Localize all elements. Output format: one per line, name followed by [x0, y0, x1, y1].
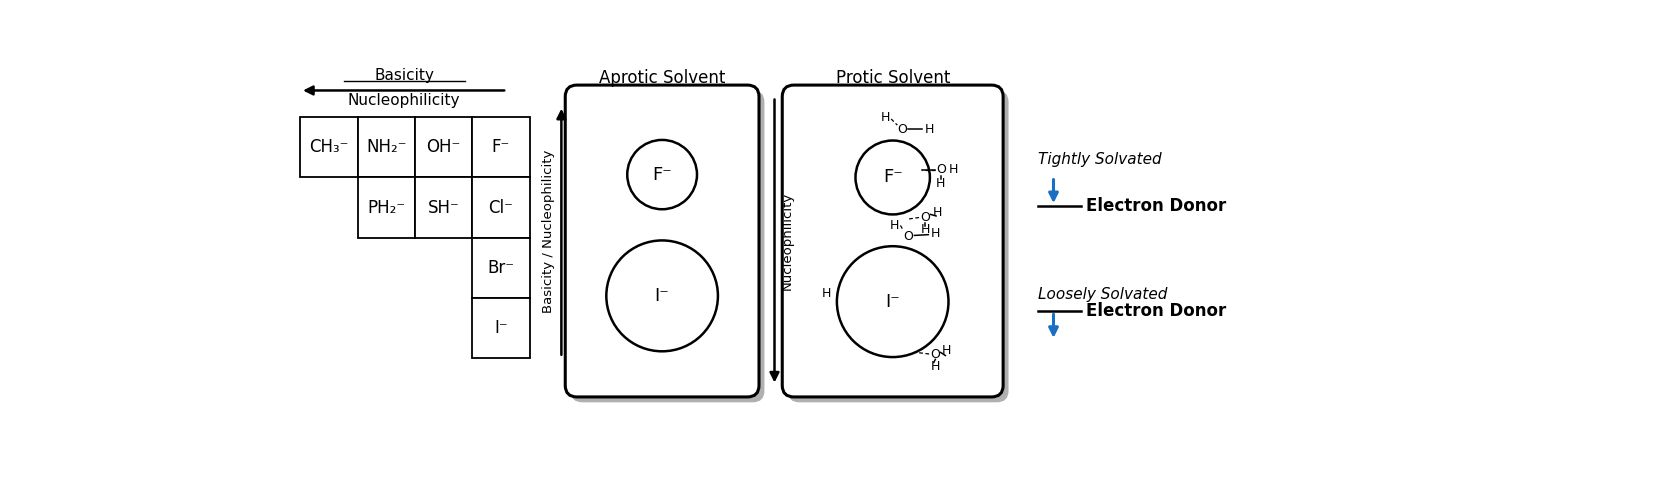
Text: H: H [880, 111, 890, 124]
Text: CH₃⁻: CH₃⁻ [309, 139, 349, 156]
Bar [357, 118, 414, 177]
Text: Nucleophilicity: Nucleophilicity [347, 93, 461, 108]
Text: PH₂⁻: PH₂⁻ [367, 198, 406, 217]
Text: NH₂⁻: NH₂⁻ [366, 139, 406, 156]
Text: H: H [949, 163, 959, 176]
Circle shape [837, 246, 949, 357]
Bar [301, 118, 357, 177]
Bar [473, 238, 529, 298]
Text: O: O [897, 123, 907, 136]
Bar [473, 118, 529, 177]
FancyBboxPatch shape [788, 90, 1009, 402]
Text: O: O [930, 348, 940, 360]
Text: H: H [890, 219, 898, 232]
Bar [473, 177, 529, 238]
Text: Cl⁻: Cl⁻ [489, 198, 513, 217]
Text: I⁻: I⁻ [655, 287, 670, 305]
Text: H: H [925, 123, 934, 136]
Text: H: H [942, 345, 950, 358]
Bar [357, 177, 414, 238]
Bar [414, 177, 473, 238]
Bar [414, 118, 473, 177]
Text: Protic Solvent: Protic Solvent [835, 69, 950, 87]
Text: Basicity: Basicity [374, 67, 434, 83]
FancyBboxPatch shape [571, 90, 765, 402]
Text: Br⁻: Br⁻ [488, 259, 514, 277]
Text: F⁻: F⁻ [883, 168, 902, 186]
Text: H: H [822, 287, 832, 301]
Text: O: O [920, 211, 930, 224]
Text: O: O [903, 230, 913, 243]
Text: H: H [934, 206, 942, 219]
Text: OH⁻: OH⁻ [426, 139, 461, 156]
Text: Basicity / Nucleophilicity: Basicity / Nucleophilicity [543, 150, 556, 313]
Text: SH⁻: SH⁻ [428, 198, 459, 217]
Text: Electron Donor: Electron Donor [1086, 197, 1226, 215]
Circle shape [606, 240, 718, 351]
Text: H: H [920, 223, 930, 236]
Text: H: H [930, 360, 940, 373]
Text: I⁻: I⁻ [494, 319, 508, 337]
FancyBboxPatch shape [782, 85, 1004, 397]
Text: O: O [935, 163, 945, 176]
Text: Tightly Solvated: Tightly Solvated [1039, 152, 1162, 167]
Bar [473, 298, 529, 358]
Text: F⁻: F⁻ [653, 165, 671, 184]
Text: F⁻: F⁻ [491, 139, 509, 156]
Text: H: H [930, 227, 940, 239]
Text: Nucleophilicity: Nucleophilicity [780, 192, 793, 290]
Text: H: H [937, 177, 945, 190]
Text: I⁻: I⁻ [885, 293, 900, 311]
Text: Loosely Solvated: Loosely Solvated [1039, 287, 1167, 302]
Text: Electron Donor: Electron Donor [1086, 303, 1226, 320]
Text: Aprotic Solvent: Aprotic Solvent [600, 69, 725, 87]
FancyBboxPatch shape [564, 85, 758, 397]
Circle shape [628, 140, 696, 209]
Circle shape [855, 141, 930, 215]
